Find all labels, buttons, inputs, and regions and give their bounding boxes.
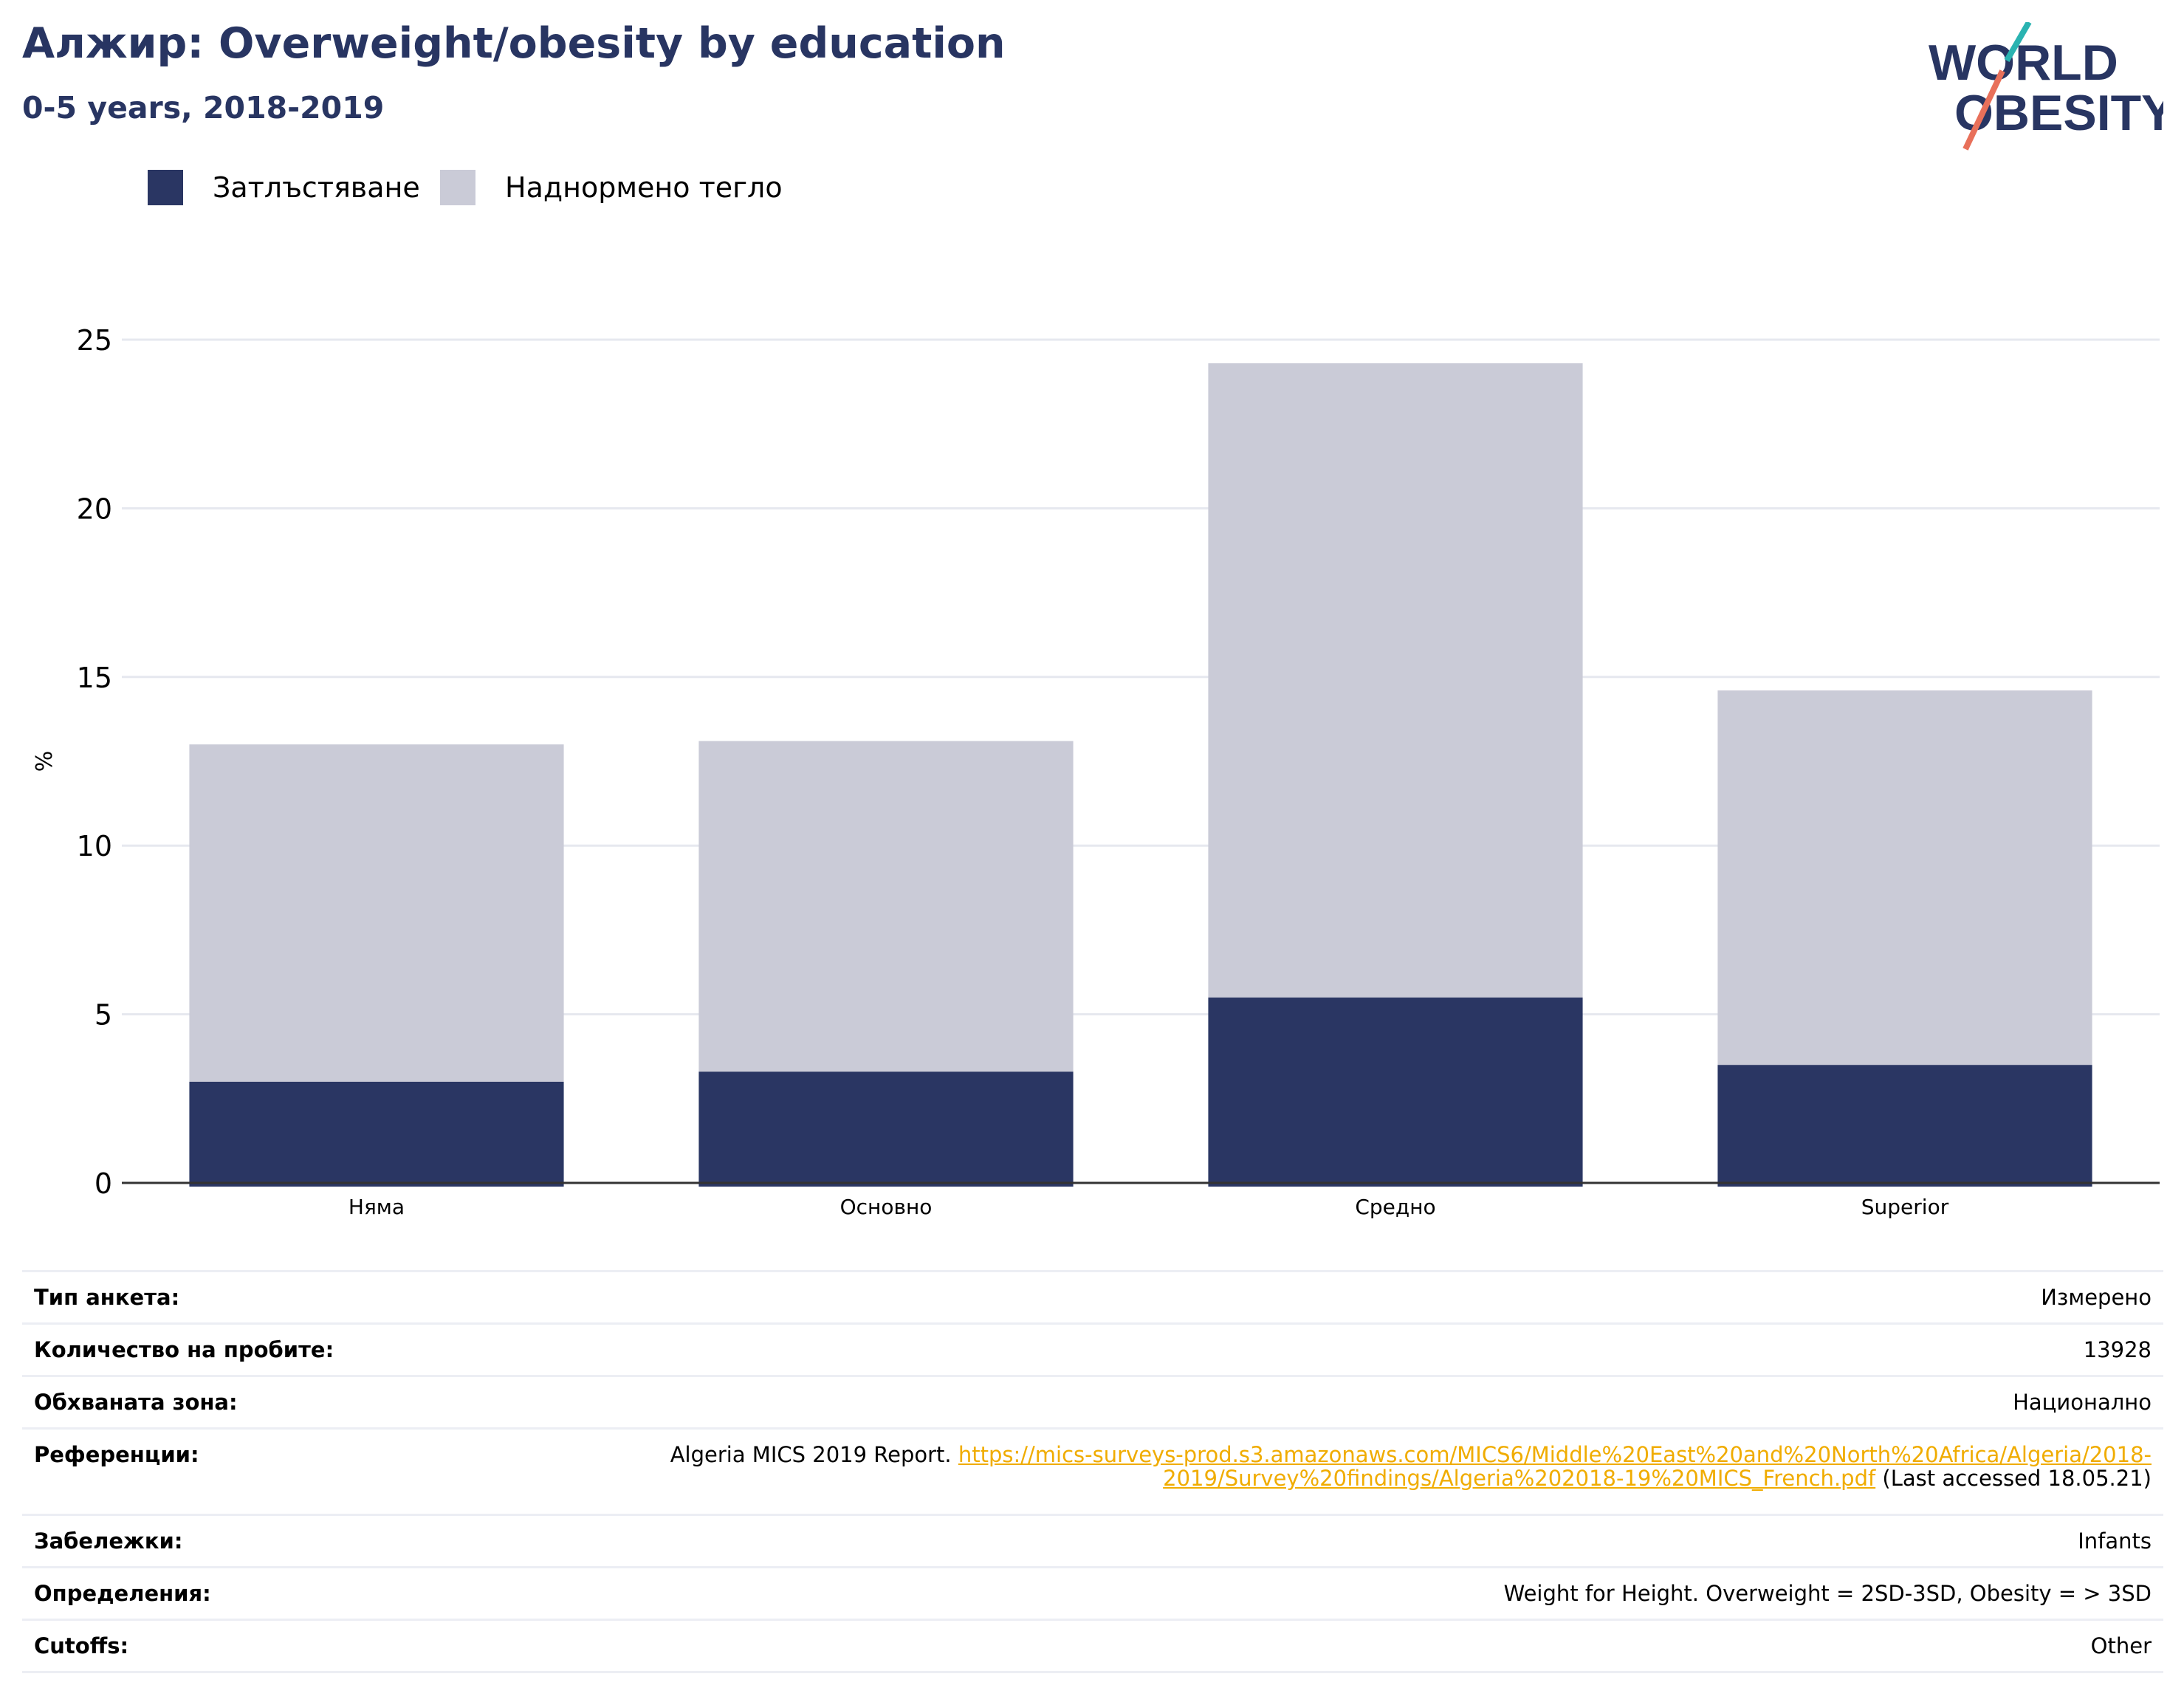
info-value-references: Algeria MICS 2019 Report. https://mics-s…	[401, 1427, 2163, 1515]
info-row-sample-size: Количество на пробите: 13928	[22, 1322, 2163, 1376]
legend-label-overweight: Наднормено тегло	[505, 171, 783, 204]
logo-text-world: WORLD	[1929, 35, 2118, 91]
info-row-definitions: Определения: Weight for Height. Overweig…	[22, 1566, 2163, 1620]
y-tick-label: 15	[77, 662, 112, 694]
info-value: Измерено	[401, 1270, 2163, 1324]
y-axis-label: %	[32, 751, 58, 772]
info-value: 13928	[401, 1322, 2163, 1376]
reference-link-line2[interactable]: 2019/Survey%20findings/Algeria%202018-19…	[1163, 1466, 1876, 1491]
chart-subtitle: 0-5 years, 2018-2019	[22, 90, 385, 126]
info-label: Количество на пробите:	[22, 1322, 402, 1376]
info-value: Национално	[401, 1375, 2163, 1429]
y-tick-label: 20	[77, 493, 112, 525]
stacked-bar-chart: 0 5 10 15 20 25% Няма Основно Средно Superior	[32, 324, 2160, 1219]
reference-text: Algeria MICS 2019 Report.	[670, 1442, 958, 1467]
y-tick-label: 25	[77, 324, 112, 357]
logo-slash-top	[2004, 22, 2032, 62]
bar-obesity-1	[698, 1071, 1074, 1187]
bar-obesity-3	[1717, 1065, 2092, 1187]
info-row-survey-type: Тип анкета: Измерено	[22, 1270, 2163, 1324]
survey-info-table: Тип анкета: Измерено Количество на проби…	[22, 1270, 2163, 1673]
chart-title: Алжир: Overweight/obesity by education	[22, 19, 1006, 68]
info-row-area-covered: Обхваната зона: Национално	[22, 1375, 2163, 1429]
info-label: Обхваната зона:	[22, 1375, 402, 1429]
bar-overweight-2	[1208, 363, 1583, 998]
y-tick-label: 5	[95, 999, 112, 1032]
x-tick-label: Основно	[840, 1195, 933, 1219]
info-row-notes: Забележки: Infants	[22, 1514, 2163, 1568]
x-tick-label: Superior	[1861, 1195, 1949, 1219]
info-value: Other	[401, 1619, 2163, 1673]
x-tick-label: Средно	[1355, 1195, 1435, 1219]
info-value: Weight for Height. Overweight = 2SD-3SD,…	[401, 1566, 2163, 1620]
info-value: Infants	[401, 1514, 2163, 1568]
y-tick-label: 10	[77, 830, 112, 862]
bar-overweight-3	[1717, 690, 2092, 1066]
bar-obesity-0	[189, 1081, 564, 1187]
legend-label-obesity: Затлъстяване	[213, 171, 420, 204]
y-tick-label: 0	[95, 1167, 112, 1200]
info-label: Тип анкета:	[22, 1270, 402, 1324]
bar-obesity-2	[1208, 997, 1583, 1187]
info-label: Определения:	[22, 1566, 402, 1620]
x-tick-label: Няма	[348, 1195, 405, 1219]
info-label: Cutoffs:	[22, 1619, 402, 1673]
bar-overweight-1	[698, 741, 1074, 1072]
info-row-references: Референции: Algeria MICS 2019 Report. ht…	[22, 1427, 2163, 1515]
bar-overweight-0	[189, 744, 564, 1082]
reference-accessed: (Last accessed 18.05.21)	[1875, 1466, 2152, 1491]
legend-swatch-overweight	[440, 170, 475, 205]
reference-link-line1[interactable]: https://mics-surveys-prod.s3.amazonaws.c…	[958, 1442, 2152, 1467]
info-row-cutoffs: Cutoffs: Other	[22, 1619, 2163, 1673]
info-label: Забележки:	[22, 1514, 402, 1568]
logo-slash-bottom	[1962, 69, 2005, 151]
info-label: Референции:	[22, 1427, 402, 1515]
legend-swatch-obesity	[148, 170, 183, 205]
world-obesity-logo: WORLD OBESITY	[1929, 22, 2163, 151]
